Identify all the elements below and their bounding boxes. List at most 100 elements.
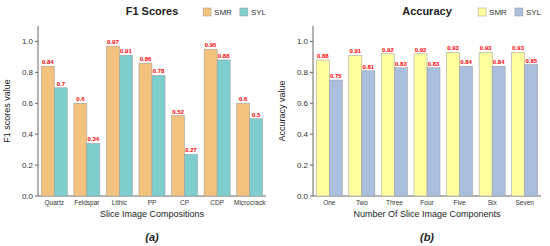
x-axis-label: Number Of Slice Image Components	[353, 209, 501, 219]
data-label: 0.93	[447, 45, 459, 51]
data-label: 0.78	[153, 68, 165, 74]
data-label: 0.84	[493, 59, 505, 65]
bar	[54, 88, 67, 196]
bar	[414, 54, 427, 196]
data-label: 0.6	[76, 96, 85, 102]
subtitle: (b)	[420, 231, 434, 243]
panel: Accuracy0.00.20.40.60.81.00.880.910.920.…	[277, 5, 542, 243]
data-label: 0.83	[395, 61, 407, 67]
bar	[87, 143, 100, 196]
bar	[362, 71, 375, 196]
data-label: 0.52	[172, 109, 184, 115]
x-tick-label: Five	[453, 199, 466, 206]
x-tick-label: Seven	[515, 199, 534, 206]
subtitle: (a)	[145, 231, 159, 243]
y-tick-label: 0.2	[297, 161, 309, 170]
data-label: 0.86	[140, 56, 152, 62]
data-label: 0.34	[88, 136, 100, 142]
x-tick-label: CDP	[210, 199, 224, 206]
data-label: 0.84	[42, 59, 54, 65]
data-label: 0.7	[57, 81, 66, 87]
bar	[119, 55, 132, 196]
x-tick-label: PP	[148, 199, 157, 206]
bar	[185, 154, 198, 196]
data-label: 0.27	[185, 147, 197, 153]
y-tick-label: 0.8	[297, 68, 309, 77]
bar	[381, 54, 394, 196]
y-axis	[313, 26, 314, 196]
x-tick-label: Feldspar	[74, 199, 100, 207]
title: F1 Scores	[126, 5, 179, 17]
data-label: 0.92	[415, 47, 427, 53]
y-axis-label: F1 scores value	[2, 79, 12, 143]
bar	[460, 66, 473, 196]
data-label: 0.88	[317, 53, 329, 59]
legend-label: SMR	[214, 8, 232, 17]
data-label: 0.84	[460, 59, 472, 65]
legend-swatch	[203, 8, 211, 16]
legend-label: SYL	[251, 8, 267, 17]
y-tick-label: 1.0	[297, 37, 309, 46]
x-tick-label: Lithic	[112, 199, 128, 206]
data-label: 0.93	[512, 45, 524, 51]
legend-swatch	[240, 8, 248, 16]
y-tick-label: 0.0	[297, 192, 309, 201]
bar	[492, 66, 505, 196]
legend: SMR SYL	[203, 8, 266, 17]
y-tick-label: 0.0	[22, 192, 34, 201]
data-label: 0.88	[218, 53, 230, 59]
background	[0, 0, 550, 246]
bar	[427, 68, 440, 196]
x-tick-label: One	[323, 199, 336, 206]
panel: F1 Scores0.00.20.40.60.81.00.840.60.970.…	[2, 5, 267, 243]
legend-swatch	[478, 8, 486, 16]
bar	[74, 103, 87, 196]
y-tick-label: 0.4	[22, 130, 34, 139]
x-tick-label: CP	[180, 199, 189, 206]
y-tick-label: 0.2	[22, 161, 34, 170]
chart-canvas: F1 Scores0.00.20.40.60.81.00.840.60.970.…	[0, 0, 550, 246]
data-label: 0.81	[363, 64, 375, 70]
bar	[152, 75, 165, 196]
data-label: 0.93	[480, 45, 492, 51]
bar	[250, 119, 263, 196]
y-tick-label: 0.6	[297, 99, 309, 108]
bar	[394, 68, 407, 196]
bar	[172, 116, 185, 196]
data-label: 0.6	[239, 96, 248, 102]
bar	[447, 52, 460, 196]
y-tick-label: 1.0	[22, 37, 34, 46]
x-tick-label: Three	[386, 199, 403, 206]
bar	[41, 66, 54, 196]
data-label: 0.75	[330, 73, 342, 79]
x-tick-label: Four	[420, 199, 434, 206]
bars	[41, 46, 262, 196]
data-label: 0.5	[252, 112, 261, 118]
title: Accuracy	[402, 5, 452, 17]
bar	[349, 55, 362, 196]
data-label: 0.91	[349, 48, 361, 54]
data-label: 0.85	[525, 58, 537, 64]
legend-label: SYL	[526, 8, 542, 17]
data-label: 0.95	[205, 42, 217, 48]
y-tick-label: 0.6	[22, 99, 34, 108]
bar	[217, 60, 230, 196]
bar	[329, 80, 342, 196]
x-tick-label: Quartz	[45, 199, 65, 207]
bar	[512, 52, 525, 196]
data-label: 0.91	[120, 48, 132, 54]
x-tick-label: Two	[356, 199, 368, 206]
data-label: 0.92	[382, 47, 394, 53]
legend: SMR SYL	[478, 8, 541, 17]
bar	[139, 63, 152, 196]
data-label: 0.83	[428, 61, 440, 67]
bar	[479, 52, 492, 196]
x-axis-label: Slice Image Compositions	[100, 209, 205, 219]
legend-label: SMR	[489, 8, 507, 17]
bar	[106, 46, 119, 196]
y-tick-label: 0.8	[22, 68, 34, 77]
bar	[204, 49, 217, 196]
bar	[316, 60, 329, 196]
data-label: 0.97	[107, 39, 119, 45]
x-tick-label: Microcrack	[234, 199, 266, 206]
